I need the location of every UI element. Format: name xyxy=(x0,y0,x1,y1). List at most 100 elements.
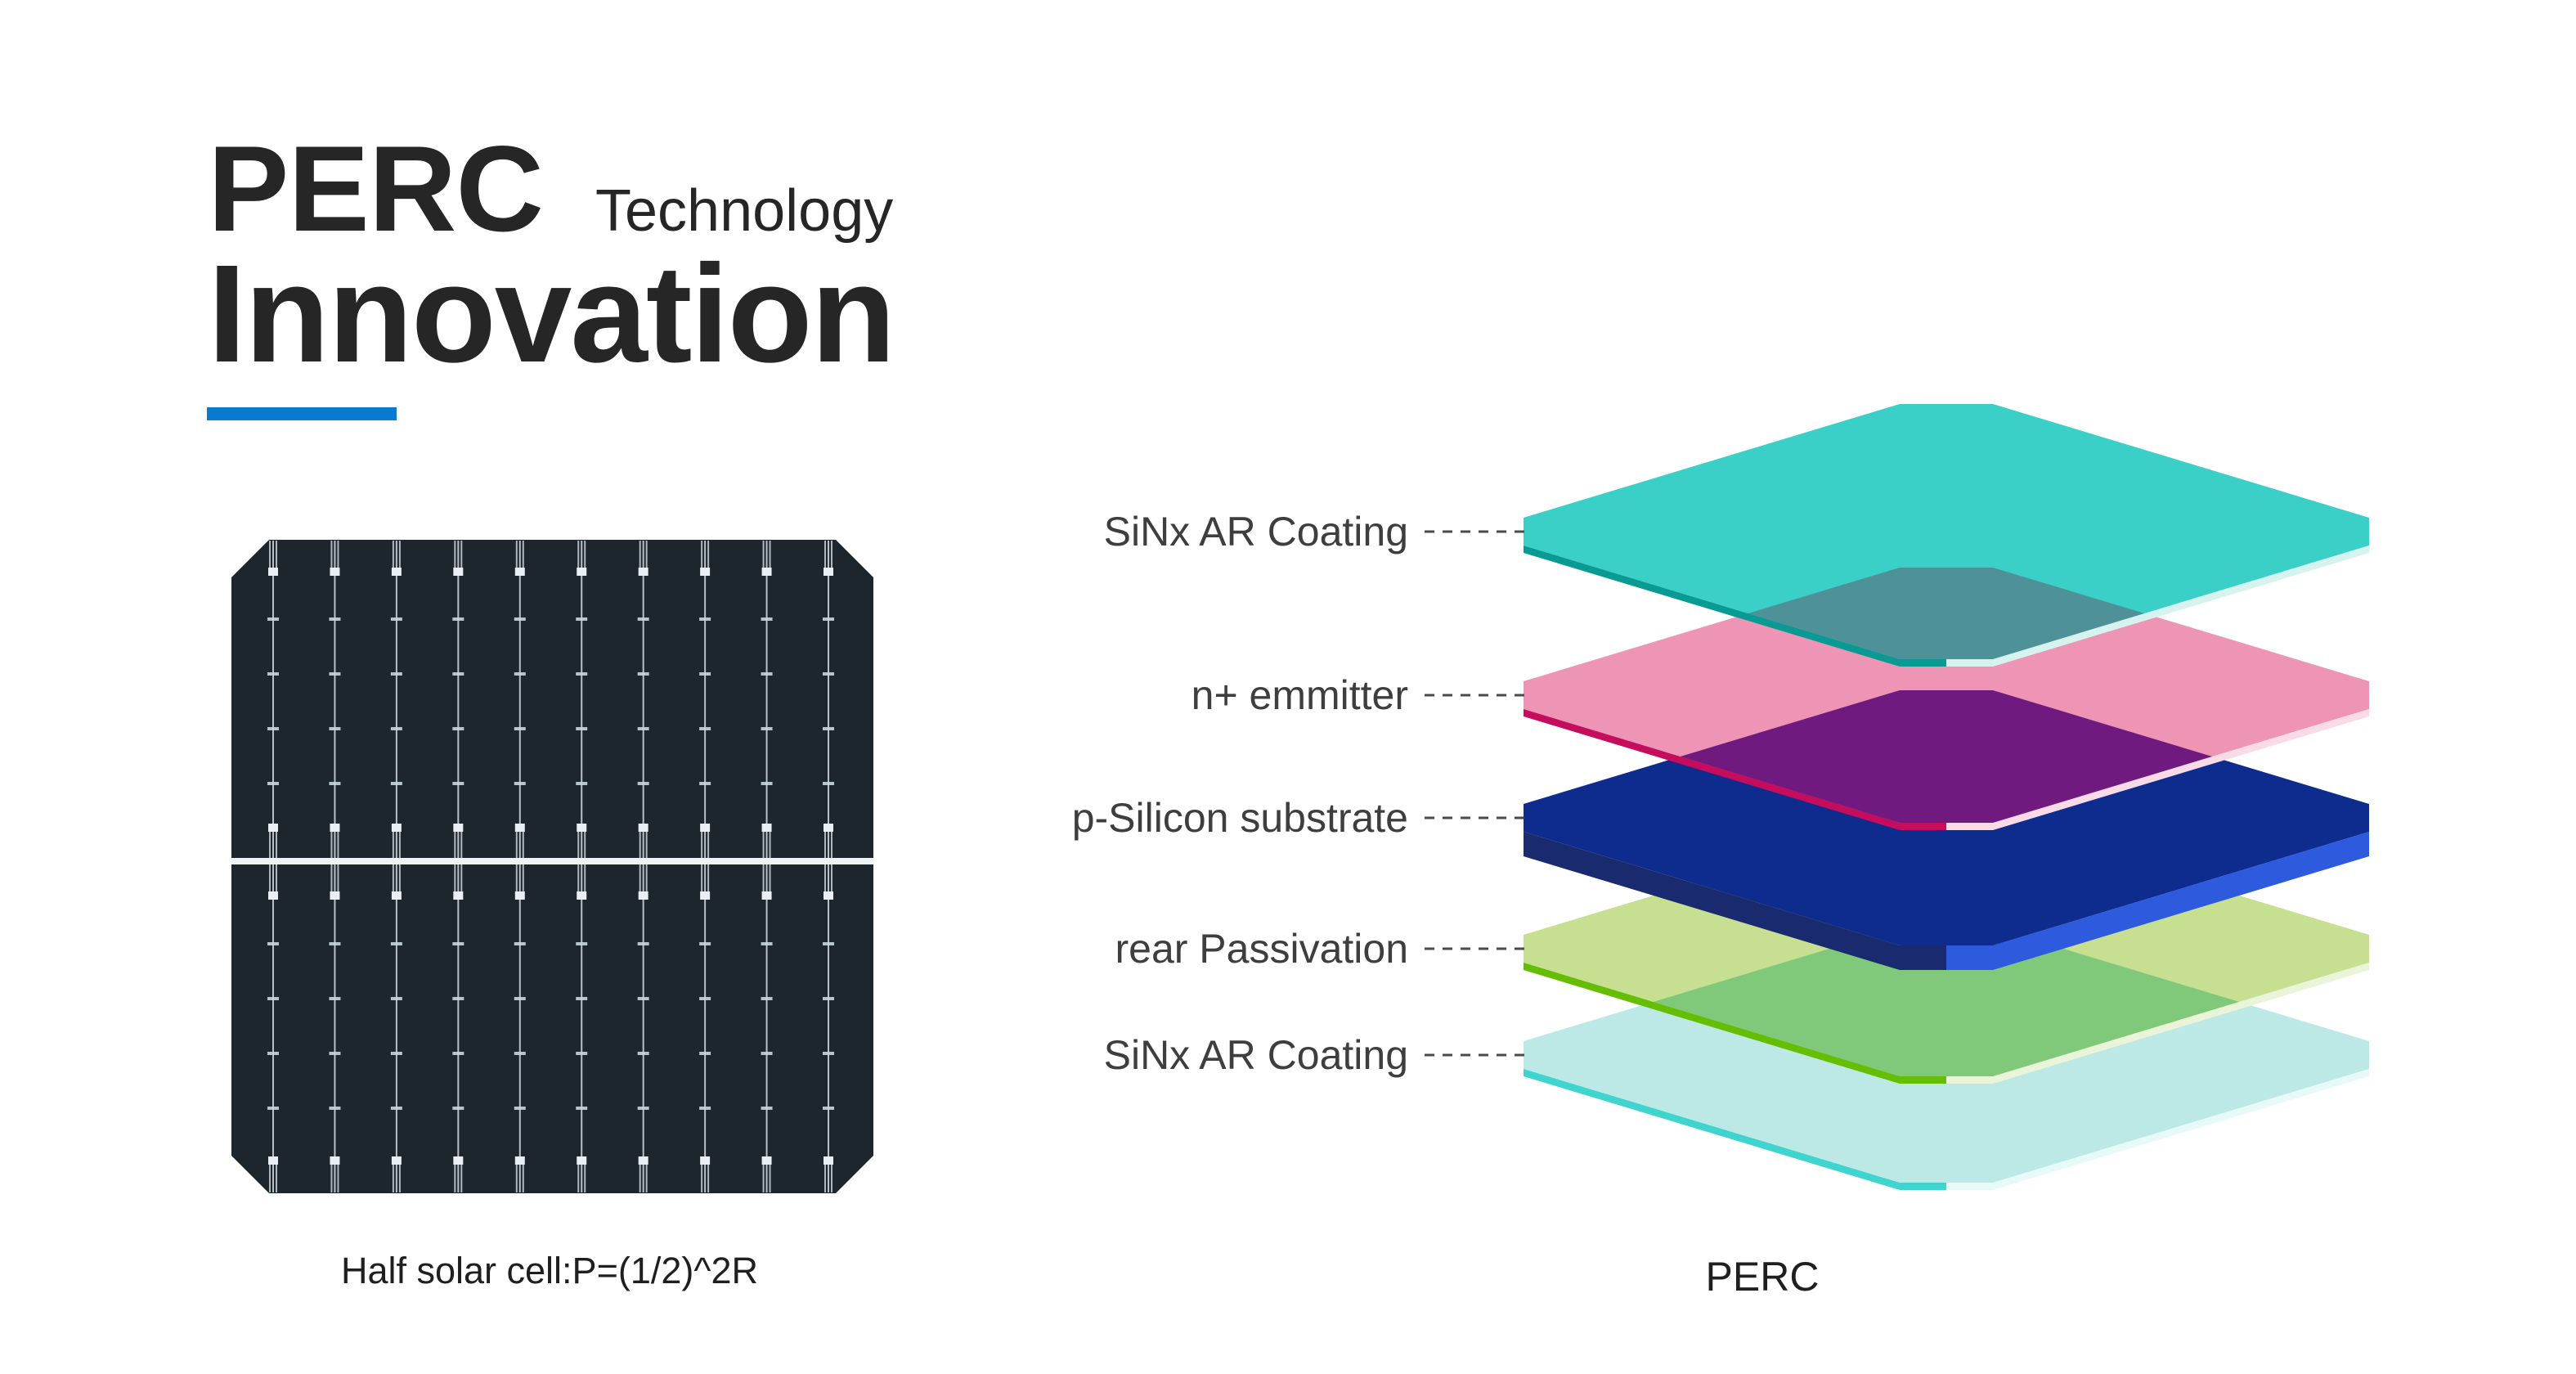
busbar-fork-prong xyxy=(398,832,401,858)
busbar-tick xyxy=(329,942,341,945)
busbar-tick xyxy=(267,617,279,621)
busbar-fork-prong xyxy=(330,832,333,858)
busbar-pad xyxy=(761,824,772,832)
busbar-tick xyxy=(452,727,464,730)
busbar-fork-prong xyxy=(460,1164,463,1192)
busbar-tick xyxy=(761,617,773,621)
busbar-fork-prong xyxy=(522,832,524,858)
busbar-tick xyxy=(267,1052,279,1055)
busbar-pad xyxy=(453,824,464,832)
perc-layer-stack xyxy=(1524,404,2369,1190)
busbar-tick xyxy=(329,672,341,676)
busbar-tick xyxy=(637,942,649,945)
layer-label: SiNx AR Coating xyxy=(1103,509,1408,555)
busbar-fork-prong xyxy=(276,832,277,858)
busbar-fork-prong xyxy=(701,832,703,858)
busbar-fork-prong xyxy=(577,832,580,858)
busbar-fork-prong xyxy=(762,541,765,568)
busbar-tick xyxy=(514,727,526,730)
layer-edge-bottom-left-2 xyxy=(1900,945,1946,970)
layer-edge-bottom-right-0 xyxy=(1946,659,1993,667)
busbar-fork-prong xyxy=(645,864,648,891)
busbar-tick xyxy=(699,1052,711,1055)
busbar-fork-prong xyxy=(454,864,456,891)
busbar-pad xyxy=(514,824,525,832)
layer-edge-bottom-left-0 xyxy=(1900,659,1946,667)
layer-edge-bottom-right-4 xyxy=(1946,1183,1993,1190)
busbar-tick xyxy=(637,782,649,785)
busbar-fork-prong xyxy=(454,1164,456,1192)
layer-label: p-Silicon substrate xyxy=(1071,795,1408,841)
layer-edge-bottom-right-1 xyxy=(1946,823,1993,830)
busbar-tick xyxy=(761,942,773,945)
layer-edge-right-0 xyxy=(1993,546,2369,667)
busbar xyxy=(699,541,711,1192)
busbar-fork-prong xyxy=(762,1164,765,1192)
busbar-pad xyxy=(453,1156,464,1165)
busbar-fork-prong xyxy=(337,1164,339,1192)
busbar-tick xyxy=(699,617,711,621)
busbar-fork-prong xyxy=(577,864,580,891)
layer-face-0 xyxy=(1524,404,2369,659)
busbar-line xyxy=(334,541,336,1192)
busbar-pad xyxy=(577,1156,587,1165)
busbar-pad xyxy=(330,568,340,576)
busbar-pad xyxy=(700,1156,711,1165)
page-title-line2: Innovation xyxy=(208,236,895,392)
layer-label: n+ emmitter xyxy=(1191,672,1408,718)
busbar xyxy=(452,541,464,1192)
cell-divider xyxy=(231,858,873,864)
busbar-tick xyxy=(699,782,711,785)
busbar-tick xyxy=(329,727,341,730)
busbar-fork-prong xyxy=(522,864,524,891)
busbar-tick xyxy=(637,617,649,621)
busbar-pad xyxy=(330,1156,340,1165)
title-block: PERC Technology xyxy=(208,128,893,249)
busbar-pad xyxy=(824,824,833,832)
busbar-fork-prong xyxy=(831,541,832,568)
busbar-fork-prong xyxy=(824,832,826,858)
busbar xyxy=(823,541,834,1192)
busbar-fork-prong xyxy=(824,1164,826,1192)
busbar-fork-prong xyxy=(276,864,277,891)
busbar-fork-prong xyxy=(645,541,648,568)
busbar-tick xyxy=(329,997,341,1000)
busbar-line xyxy=(395,541,397,1192)
busbar-tick xyxy=(823,942,834,945)
busbar-fork-prong xyxy=(707,541,710,568)
busbar-tick xyxy=(637,997,649,1000)
busbar-tick xyxy=(452,617,464,621)
busbar-pad xyxy=(761,891,772,900)
busbar-fork-prong xyxy=(460,864,463,891)
solar-cell-body xyxy=(231,540,873,1193)
busbar-tick xyxy=(329,617,341,621)
busbar-fork-prong xyxy=(454,832,456,858)
busbar-fork-prong xyxy=(522,541,524,568)
solar-cell xyxy=(231,540,873,1193)
layer-edge-left-2 xyxy=(1524,832,1900,970)
layer-label: SiNx AR Coating xyxy=(1103,1032,1408,1078)
busbar-tick xyxy=(699,672,711,676)
busbar-fork-prong xyxy=(762,864,765,891)
busbar-tick xyxy=(761,1052,773,1055)
busbar-pad xyxy=(453,568,464,576)
layer-edge-right-3 xyxy=(1993,963,2369,1084)
busbar-tick xyxy=(514,942,526,945)
busbar-fork-prong xyxy=(707,1164,710,1192)
busbar-pad xyxy=(638,1156,648,1165)
page-title-sub: Technology xyxy=(595,178,894,244)
busbar-fork-prong xyxy=(639,1164,641,1192)
busbar-fork-prong xyxy=(769,1164,771,1192)
busbar-fork-prong xyxy=(398,541,401,568)
layer-edge-right-4 xyxy=(1993,1069,2369,1190)
busbar-fork-prong xyxy=(831,832,832,858)
busbar-pad xyxy=(761,1156,772,1165)
busbar-fork-prong xyxy=(831,1164,832,1192)
busbar-pad xyxy=(391,1156,402,1165)
busbar-pad xyxy=(577,891,587,900)
layer-edge-right-2 xyxy=(1993,832,2369,970)
busbar-tick xyxy=(699,997,711,1000)
busbar xyxy=(576,541,588,1192)
busbar-tick xyxy=(452,997,464,1000)
busbar-tick xyxy=(267,942,279,945)
